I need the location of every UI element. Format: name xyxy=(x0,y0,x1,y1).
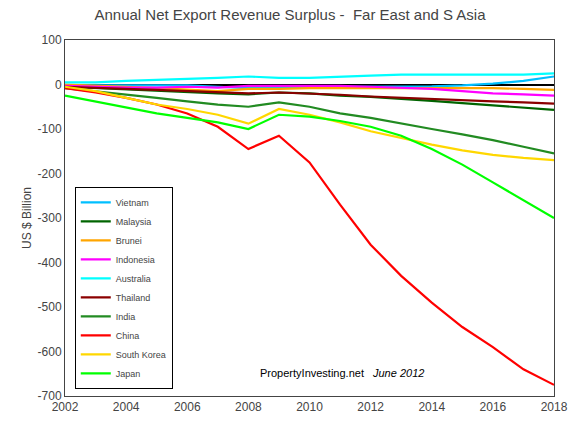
svg-text:June 2012: June 2012 xyxy=(372,367,424,379)
svg-text:Vietnam: Vietnam xyxy=(116,198,149,208)
svg-text:PropertyInvesting.net: PropertyInvesting.net xyxy=(260,367,364,379)
svg-text:-300: -300 xyxy=(38,211,62,225)
svg-text:-100: -100 xyxy=(38,122,62,136)
svg-text:-500: -500 xyxy=(38,300,62,314)
svg-text:2010: 2010 xyxy=(296,400,323,414)
svg-text:-700: -700 xyxy=(38,389,62,403)
svg-text:-400: -400 xyxy=(38,256,62,270)
svg-text:China: China xyxy=(116,331,140,341)
svg-text:2004: 2004 xyxy=(113,400,140,414)
svg-text:Australia: Australia xyxy=(116,274,151,284)
svg-text:2006: 2006 xyxy=(174,400,201,414)
svg-text:0: 0 xyxy=(55,78,62,92)
svg-text:Brunei: Brunei xyxy=(116,236,142,246)
svg-text:2008: 2008 xyxy=(235,400,262,414)
svg-text:Thailand: Thailand xyxy=(116,293,151,303)
svg-text:-600: -600 xyxy=(38,345,62,359)
svg-text:2012: 2012 xyxy=(357,400,384,414)
svg-text:Japan: Japan xyxy=(116,369,141,379)
svg-text:2016: 2016 xyxy=(480,400,507,414)
svg-text:Indonesia: Indonesia xyxy=(116,255,155,265)
svg-text:South Korea: South Korea xyxy=(116,350,166,360)
svg-text:Annual Net Export Revenue Surp: Annual Net Export Revenue Surplus - Far … xyxy=(94,6,486,23)
svg-text:US $ Billion: US $ Billion xyxy=(20,187,34,249)
svg-text:100: 100 xyxy=(42,33,62,47)
svg-text:2014: 2014 xyxy=(418,400,445,414)
svg-text:India: India xyxy=(116,312,136,322)
svg-text:2002: 2002 xyxy=(52,400,79,414)
svg-text:2018: 2018 xyxy=(541,400,568,414)
svg-text:-200: -200 xyxy=(38,167,62,181)
svg-text:Malaysia: Malaysia xyxy=(116,217,152,227)
